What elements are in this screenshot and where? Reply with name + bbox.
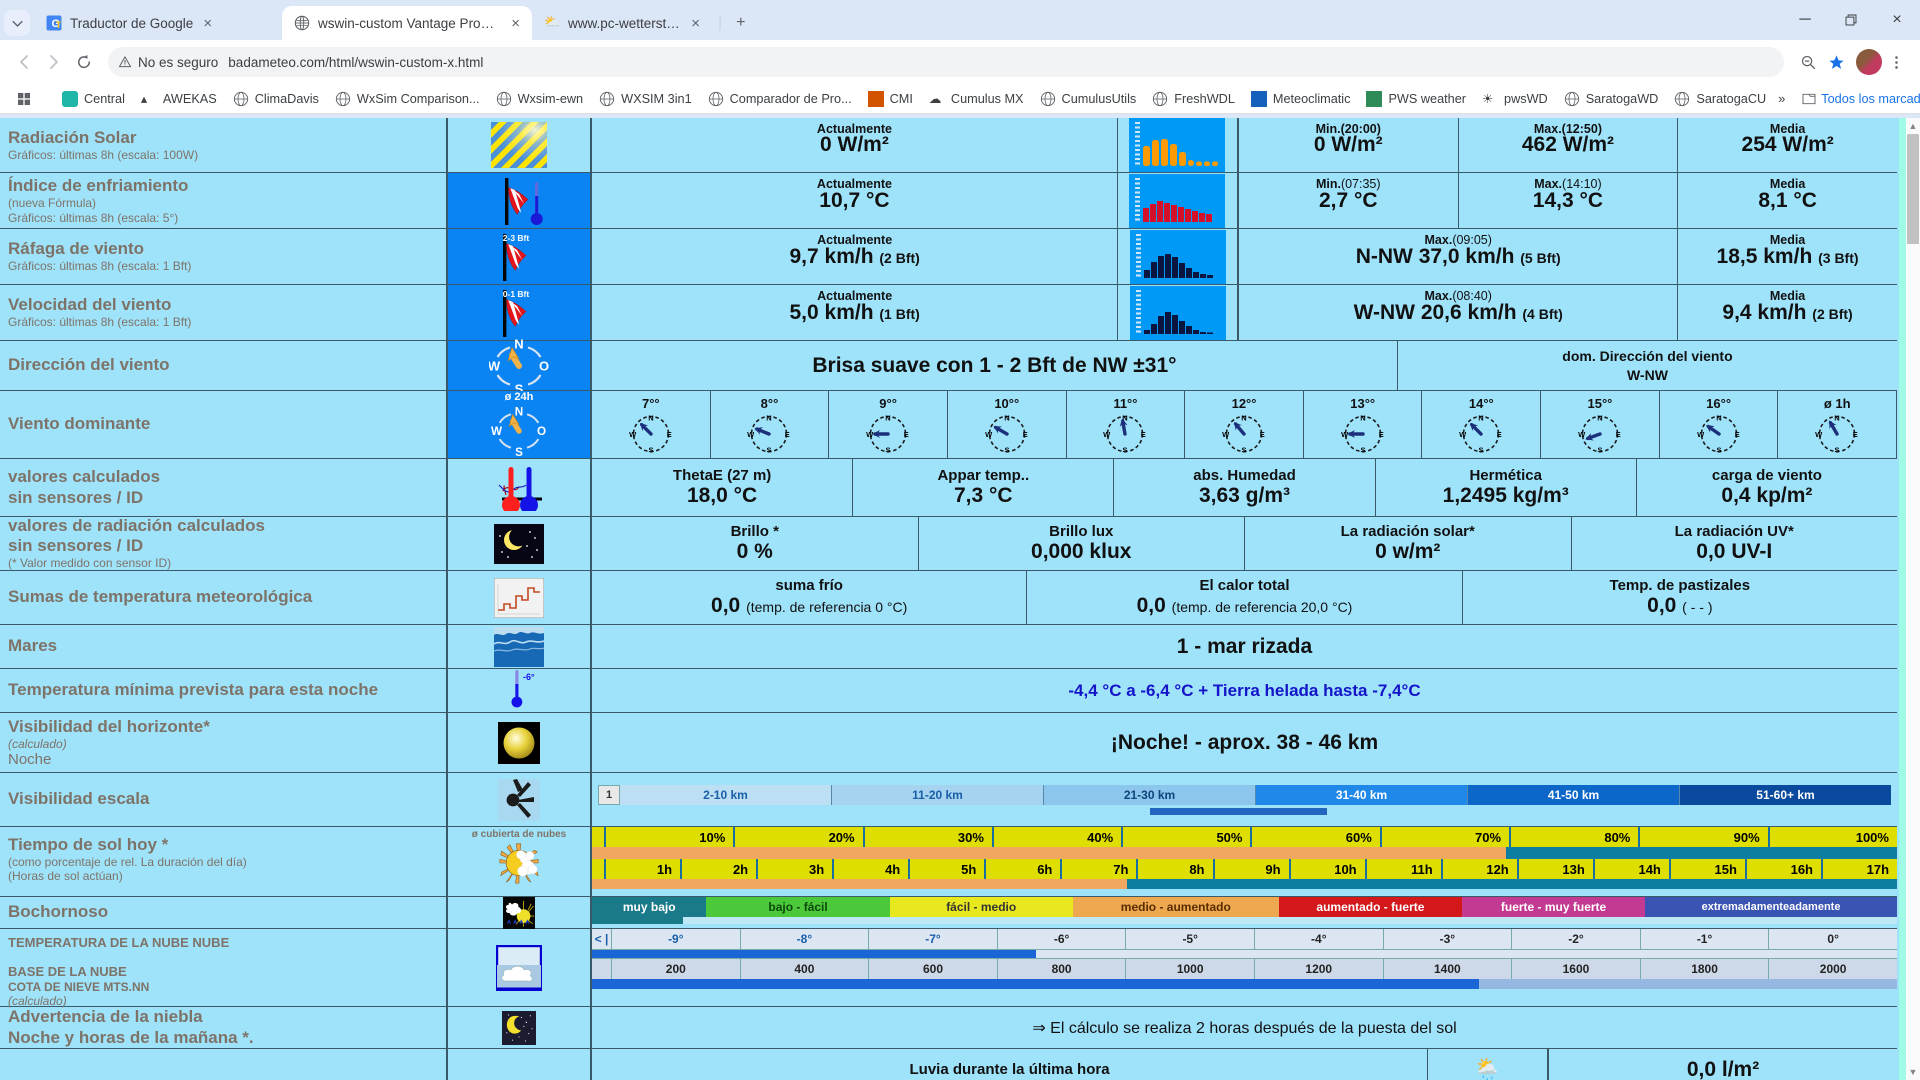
svg-text:-6°: -6° — [523, 672, 535, 682]
svg-text:T: T — [56, 20, 62, 30]
svg-text:0-1 Bft: 0-1 Bft — [503, 289, 530, 299]
svg-text:2-3 Bft: 2-3 Bft — [503, 233, 530, 243]
